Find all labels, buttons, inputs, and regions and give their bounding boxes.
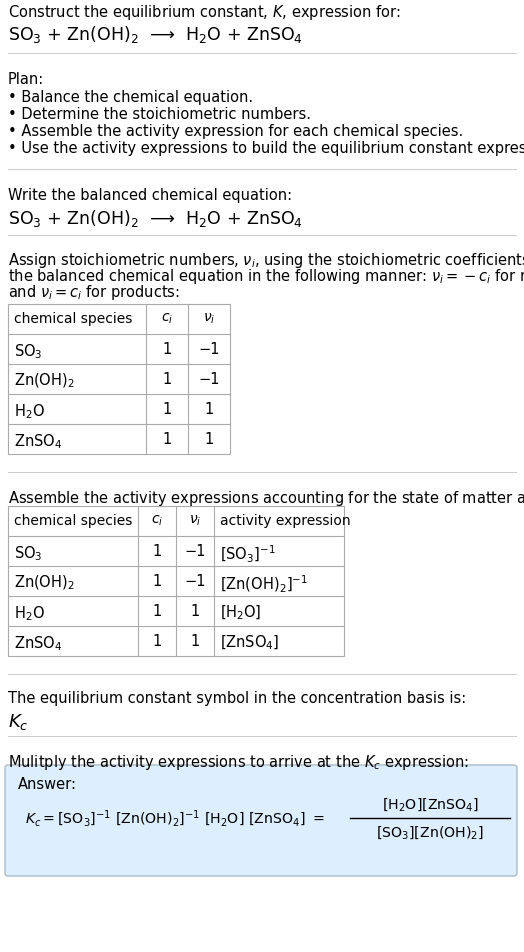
Text: • Assemble the activity expression for each chemical species.: • Assemble the activity expression for e… [8,124,463,139]
Text: SO$_3$: SO$_3$ [14,342,42,360]
Text: and $\nu_i = c_i$ for products:: and $\nu_i = c_i$ for products: [8,283,180,302]
Text: Zn(OH)$_2$: Zn(OH)$_2$ [14,573,75,592]
Text: Write the balanced chemical equation:: Write the balanced chemical equation: [8,188,292,203]
Text: chemical species: chemical species [14,513,133,527]
Text: 1: 1 [204,402,214,417]
Text: Answer:: Answer: [18,776,77,791]
Text: activity expression: activity expression [220,513,351,527]
Text: • Balance the chemical equation.: • Balance the chemical equation. [8,89,253,105]
Text: $[\mathrm{H_2O}][\mathrm{ZnSO_4}]$: $[\mathrm{H_2O}][\mathrm{ZnSO_4}]$ [381,796,478,813]
Text: [Zn(OH)$_2$]$^{-1}$: [Zn(OH)$_2$]$^{-1}$ [220,573,308,594]
Text: $\nu_i$: $\nu_i$ [189,513,201,527]
Text: $c_i$: $c_i$ [161,311,173,326]
Text: SO$_3$: SO$_3$ [14,544,42,562]
Text: 1: 1 [190,633,200,648]
Text: 1: 1 [204,431,214,446]
Text: −1: −1 [198,342,220,357]
Text: ZnSO$_4$: ZnSO$_4$ [14,431,62,450]
Text: chemical species: chemical species [14,311,133,326]
Text: SO$_3$ + Zn(OH)$_2$  ⟶  H$_2$O + ZnSO$_4$: SO$_3$ + Zn(OH)$_2$ ⟶ H$_2$O + ZnSO$_4$ [8,208,303,228]
Text: Assemble the activity expressions accounting for the state of matter and $\nu_i$: Assemble the activity expressions accoun… [8,488,524,507]
Text: SO$_3$ + Zn(OH)$_2$  ⟶  H$_2$O + ZnSO$_4$: SO$_3$ + Zn(OH)$_2$ ⟶ H$_2$O + ZnSO$_4$ [8,24,303,45]
Text: Construct the equilibrium constant, $K$, expression for:: Construct the equilibrium constant, $K$,… [8,3,401,22]
Text: 1: 1 [152,633,161,648]
Text: H$_2$O: H$_2$O [14,604,45,622]
Text: 1: 1 [152,573,161,588]
Text: Plan:: Plan: [8,72,44,87]
Text: [ZnSO$_4$]: [ZnSO$_4$] [220,633,279,652]
Text: 1: 1 [190,604,200,619]
Text: −1: −1 [184,544,206,559]
FancyBboxPatch shape [5,765,517,876]
Text: the balanced chemical equation in the following manner: $\nu_i = -c_i$ for react: the balanced chemical equation in the fo… [8,267,524,286]
Bar [8,506,344,656]
Text: 1: 1 [152,604,161,619]
Text: Zn(OH)$_2$: Zn(OH)$_2$ [14,371,75,390]
Text: $c_i$: $c_i$ [151,513,163,527]
Text: ZnSO$_4$: ZnSO$_4$ [14,633,62,652]
Text: −1: −1 [184,573,206,588]
Text: H$_2$O: H$_2$O [14,402,45,420]
Text: Assign stoichiometric numbers, $\nu_i$, using the stoichiometric coefficients, $: Assign stoichiometric numbers, $\nu_i$, … [8,250,524,269]
Text: The equilibrium constant symbol in the concentration basis is:: The equilibrium constant symbol in the c… [8,690,466,705]
Text: Mulitply the activity expressions to arrive at the $K_c$ expression:: Mulitply the activity expressions to arr… [8,752,469,771]
Text: 1: 1 [162,342,172,357]
Text: • Determine the stoichiometric numbers.: • Determine the stoichiometric numbers. [8,107,311,122]
Bar [8,305,230,454]
Text: [SO$_3$]$^{-1}$: [SO$_3$]$^{-1}$ [220,544,276,565]
Text: 1: 1 [162,402,172,417]
Text: $K_c$: $K_c$ [8,711,29,731]
Text: • Use the activity expressions to build the equilibrium constant expression.: • Use the activity expressions to build … [8,141,524,156]
Text: 1: 1 [162,431,172,446]
Text: $[\mathrm{SO_3}][\mathrm{Zn(OH)_2}]$: $[\mathrm{SO_3}][\mathrm{Zn(OH)_2}]$ [376,823,484,841]
Text: [H$_2$O]: [H$_2$O] [220,604,261,622]
Text: 1: 1 [162,371,172,387]
Text: $\nu_i$: $\nu_i$ [203,311,215,326]
Text: −1: −1 [198,371,220,387]
Text: $K_c = [\mathrm{SO_3}]^{-1}\ [\mathrm{Zn(OH)_2}]^{-1}\ [\mathrm{H_2O}]\ [\mathrm: $K_c = [\mathrm{SO_3}]^{-1}\ [\mathrm{Zn… [25,808,324,828]
Text: 1: 1 [152,544,161,559]
